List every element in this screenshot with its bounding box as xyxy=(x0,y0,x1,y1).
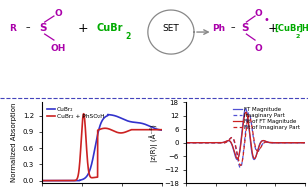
CuBr₂ xyxy=(156,128,160,131)
Fit of Imaginary Part xyxy=(277,142,281,144)
CuBr₂ xyxy=(106,113,110,116)
CuBr₂ + PhSO₂H xyxy=(82,113,86,115)
Text: O: O xyxy=(55,9,63,18)
Text: Ph: Ph xyxy=(212,24,225,33)
Text: O: O xyxy=(255,44,263,53)
CuBr₂ + PhSO₂H xyxy=(95,176,99,178)
CuBr₂ + PhSO₂H xyxy=(160,129,164,131)
Fit of FT Magnitude xyxy=(266,141,270,143)
Text: SET: SET xyxy=(163,24,179,33)
Imaginary Part xyxy=(266,141,270,143)
Fit of FT Magnitude xyxy=(233,150,236,153)
Fit of FT Magnitude xyxy=(277,142,281,144)
Fit of FT Magnitude xyxy=(244,111,248,113)
Fit of FT Magnitude xyxy=(253,157,256,160)
FT Magnitude xyxy=(197,142,200,144)
CuBr₂ + PhSO₂H xyxy=(46,180,50,182)
Text: +: + xyxy=(267,22,278,35)
Text: 2: 2 xyxy=(295,34,300,39)
Fit of FT Magnitude xyxy=(279,142,283,144)
FT Magnitude xyxy=(244,108,247,110)
Line: Fit of FT Magnitude: Fit of FT Magnitude xyxy=(186,112,305,159)
FT Magnitude xyxy=(237,155,241,158)
Text: S: S xyxy=(241,23,249,33)
Text: •: • xyxy=(263,15,270,25)
Imaginary Part xyxy=(277,142,281,144)
Text: +: + xyxy=(78,22,88,35)
Fit of Imaginary Part xyxy=(279,142,283,144)
Line: Fit of Imaginary Part: Fit of Imaginary Part xyxy=(186,116,305,165)
Fit of FT Magnitude xyxy=(184,142,188,144)
Text: [CuBr: [CuBr xyxy=(275,24,301,33)
Text: O: O xyxy=(255,9,263,18)
Text: R: R xyxy=(9,24,16,33)
Text: CuBr: CuBr xyxy=(96,23,123,33)
CuBr₂ + PhSO₂H xyxy=(156,129,160,131)
FT Magnitude xyxy=(266,141,270,143)
Text: 2: 2 xyxy=(125,32,131,41)
FT Magnitude xyxy=(233,152,236,154)
Fit of Imaginary Part xyxy=(266,141,270,143)
CuBr₂ xyxy=(160,129,164,131)
Line: Imaginary Part: Imaginary Part xyxy=(186,113,305,168)
CuBr₂ xyxy=(98,125,102,127)
FT Magnitude xyxy=(279,142,283,144)
FT Magnitude xyxy=(184,142,188,144)
Imaginary Part xyxy=(197,142,200,144)
FT Magnitude xyxy=(303,142,307,144)
CuBr₂ + PhSO₂H xyxy=(156,129,160,131)
Text: –: – xyxy=(230,24,235,33)
Fit of Imaginary Part xyxy=(303,142,307,144)
Imaginary Part xyxy=(303,142,307,144)
Fit of FT Magnitude xyxy=(237,156,241,158)
Fit of FT Magnitude xyxy=(303,142,307,144)
Text: –: – xyxy=(26,24,30,33)
CuBr₂ xyxy=(156,128,160,131)
Fit of Imaginary Part xyxy=(197,142,200,144)
Y-axis label: |z(R)| (Å⁻⁴): |z(R)| (Å⁻⁴) xyxy=(150,124,158,162)
Imaginary Part xyxy=(237,162,241,164)
Imaginary Part xyxy=(279,142,283,144)
Fit of Imaginary Part xyxy=(237,159,241,162)
Imaginary Part xyxy=(184,142,188,144)
Legend: CuBr₂, CuBr₂ + PhSO₂H: CuBr₂, CuBr₂ + PhSO₂H xyxy=(44,105,107,121)
Imaginary Part xyxy=(247,112,251,114)
FT Magnitude xyxy=(277,142,281,144)
Fit of Imaginary Part xyxy=(233,140,236,142)
Text: S: S xyxy=(39,23,47,33)
Y-axis label: Normalized Absorption: Normalized Absorption xyxy=(11,103,17,182)
Line: CuBr₂: CuBr₂ xyxy=(42,115,162,181)
Imaginary Part xyxy=(238,167,242,169)
Legend: FT Magnitude, Imaginary Part, Fit of FT Magnitude, Fit of Imaginary Part: FT Magnitude, Imaginary Part, Fit of FT … xyxy=(231,105,302,132)
CuBr₂ xyxy=(40,180,43,182)
CuBr₂ + PhSO₂H xyxy=(98,128,102,130)
Fit of Imaginary Part xyxy=(239,164,242,167)
CuBr₂ + PhSO₂H xyxy=(134,129,138,131)
Text: ]H: ]H xyxy=(298,24,308,33)
Fit of Imaginary Part xyxy=(247,115,251,117)
FT Magnitude xyxy=(235,158,239,161)
Line: FT Magnitude: FT Magnitude xyxy=(186,109,305,160)
Imaginary Part xyxy=(233,141,236,143)
CuBr₂ xyxy=(95,137,99,139)
CuBr₂ + PhSO₂H xyxy=(40,180,43,182)
Text: OH: OH xyxy=(51,44,66,53)
CuBr₂ xyxy=(134,121,138,124)
CuBr₂ xyxy=(46,180,50,182)
Fit of FT Magnitude xyxy=(197,142,200,144)
Fit of Imaginary Part xyxy=(184,142,188,144)
Line: CuBr₂ + PhSO₂H: CuBr₂ + PhSO₂H xyxy=(42,114,162,181)
